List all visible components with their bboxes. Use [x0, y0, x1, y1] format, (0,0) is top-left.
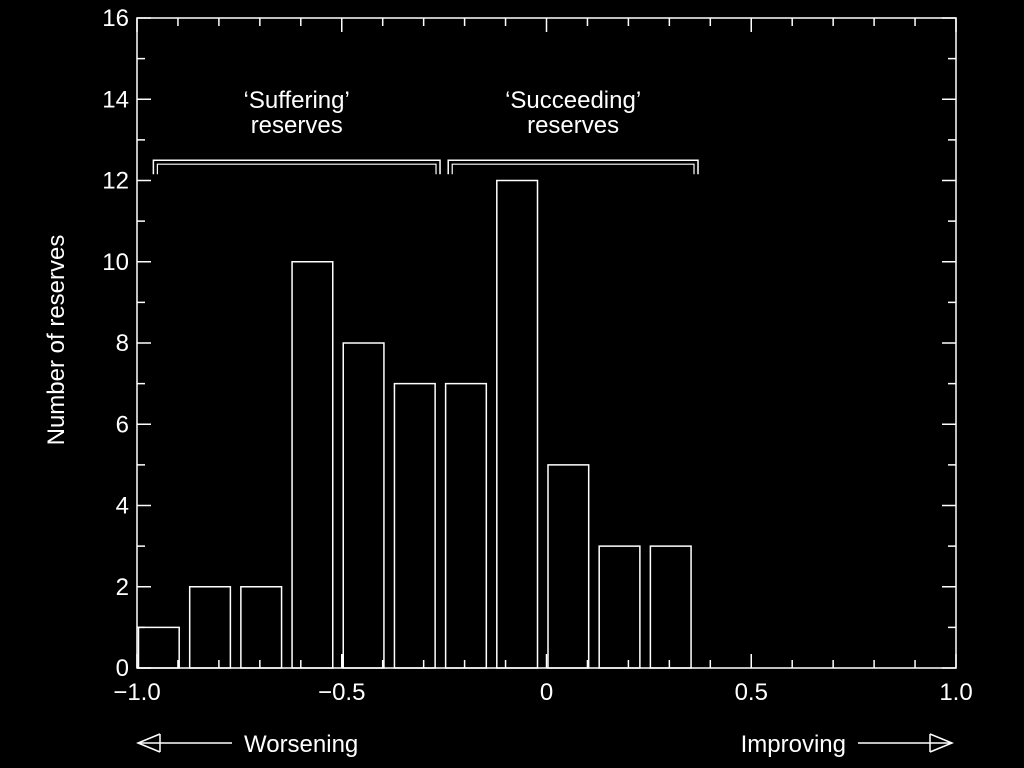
histogram-bar	[649, 545, 692, 669]
group-bracket-inner	[156, 163, 437, 175]
group-bracket-inner	[451, 163, 695, 175]
group-brackets: ‘Suffering’reserves‘Succeeding’reserves	[152, 87, 699, 175]
histogram-bar	[291, 261, 334, 669]
y-tick-label: 6	[116, 411, 129, 438]
tick-labels: −1.0 −0.5 0 0.5 1.0 0 2 4 6 8 10 12 14 16	[102, 5, 972, 706]
histogram-bar	[393, 382, 436, 669]
histogram-bar	[137, 626, 180, 669]
y-tick-label: 2	[116, 574, 129, 601]
x-tick-label: −0.5	[318, 679, 365, 706]
left-arrow-icon	[136, 733, 232, 753]
y-tick-label: 12	[102, 168, 129, 195]
y-tick-label: 8	[116, 330, 129, 357]
x-tick-label: 1.0	[939, 679, 972, 706]
histogram-bar	[342, 342, 385, 669]
group-label-line1: ‘Succeeding’	[505, 87, 641, 114]
histogram-bar	[496, 179, 539, 669]
y-tick-label: 10	[102, 249, 129, 276]
histogram-bar	[188, 586, 232, 669]
histogram-bar	[240, 586, 283, 669]
y-tick-label: 0	[116, 655, 129, 682]
group-label-line1: ‘Suffering’	[244, 87, 350, 114]
y-tick-label: 4	[116, 493, 129, 520]
x-tick-label: 0.5	[735, 679, 768, 706]
worsening-label: Worsening	[244, 731, 358, 758]
x-tick-label: −1.0	[113, 679, 160, 706]
group-bracket	[152, 159, 441, 175]
histogram-bars	[137, 179, 692, 669]
y-tick-label: 14	[102, 86, 129, 113]
group-bracket	[447, 159, 699, 175]
x-tick-label: 0	[540, 679, 553, 706]
histogram-bar	[444, 382, 488, 669]
y-axis-label: Number of reserves	[43, 235, 70, 446]
histogram-bar	[547, 464, 590, 669]
histogram-bar	[598, 545, 641, 669]
y-tick-label: 16	[102, 5, 129, 32]
axis-ticks	[136, 17, 957, 669]
group-label-line2: reserves	[251, 112, 343, 139]
improving-label: Improving	[741, 731, 846, 758]
right-arrow-icon	[858, 733, 954, 753]
group-label-line2: reserves	[527, 112, 619, 139]
